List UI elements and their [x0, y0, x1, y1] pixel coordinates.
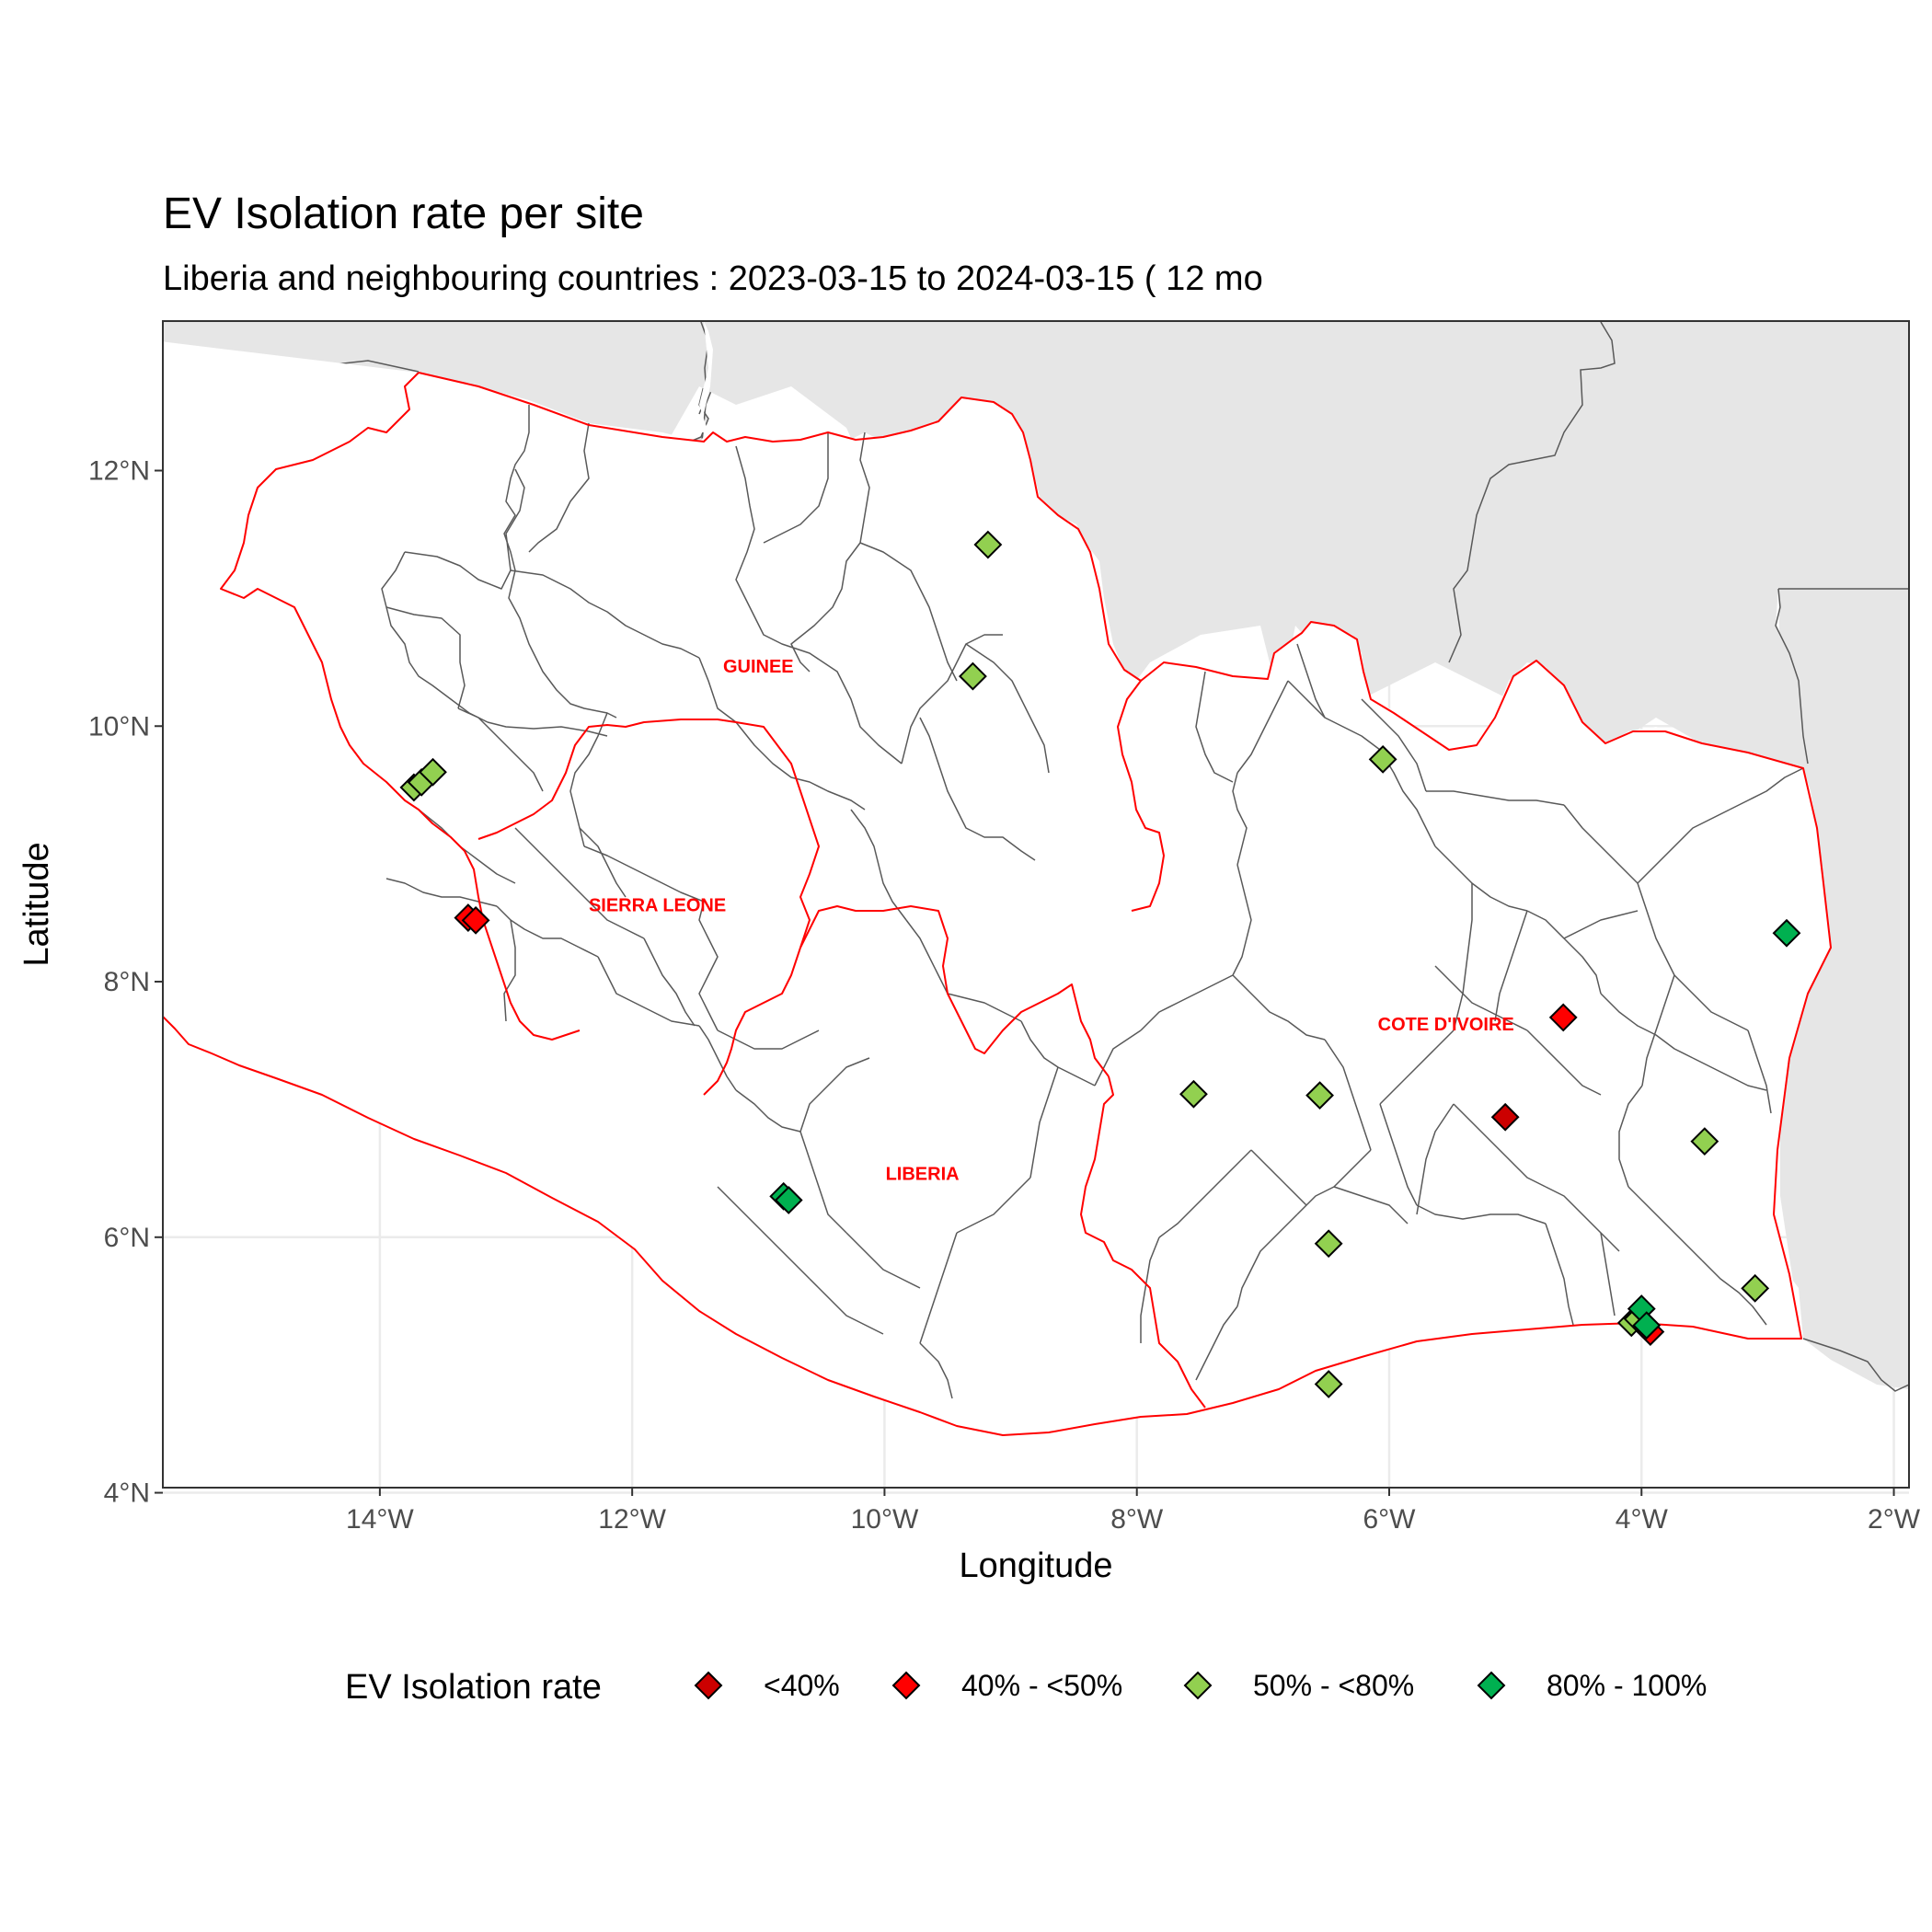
sierraleone-liberia-border — [703, 947, 801, 1096]
y-tick-label-0: 4°N — [104, 1478, 150, 1509]
liberia-coteivoire-border — [1080, 1075, 1206, 1409]
y-tick-label-1: 6°N — [104, 1223, 150, 1253]
site-point-s1-2 — [1548, 1003, 1578, 1032]
x-tick-label-2: 10°W — [851, 1504, 919, 1535]
site-point-s2-11 — [1314, 1370, 1343, 1398]
legend-key-3 — [1477, 1671, 1506, 1700]
country-label-liberia: LIBERIA — [886, 1164, 960, 1184]
y-tick-label-4: 12°N — [88, 455, 150, 486]
x-tick-label-1: 12°W — [598, 1504, 666, 1535]
land-east — [1778, 589, 1909, 1389]
site-point-s2-7 — [1305, 1081, 1334, 1110]
legend-label-1: 40% - <50% — [961, 1669, 1122, 1702]
legend-title: EV Isolation rate — [345, 1668, 602, 1707]
country-label-sierra-leone: SIERRA LEONE — [589, 896, 726, 916]
y-axis: 4°N 6°N 8°N 10°N 12°N — [88, 455, 163, 1509]
site-point-s2-0 — [973, 530, 1003, 559]
x-axis-title: Longitude — [960, 1547, 1113, 1585]
site-point-s2-5 — [1368, 744, 1397, 774]
legend-label-0: <40% — [764, 1669, 840, 1702]
y-axis-title: Latitude — [17, 842, 56, 966]
legend-key-0 — [694, 1671, 723, 1700]
admin-boundaries — [381, 405, 1804, 1399]
guinea-coast-border — [220, 372, 581, 1041]
guinea-coteivoire-border — [1117, 680, 1165, 912]
site-point-s3-1 — [774, 1186, 803, 1214]
site-point-s1-1 — [461, 905, 490, 935]
legend-key-1 — [891, 1671, 921, 1700]
legend-key-2 — [1183, 1671, 1213, 1700]
basemap — [163, 321, 1909, 1436]
x-tick-label-4: 6°W — [1363, 1504, 1416, 1535]
site-point-s0-0 — [1490, 1102, 1520, 1132]
country-label-guinee: GUINEE — [723, 657, 794, 677]
x-tick-label-6: 2°W — [1868, 1504, 1921, 1535]
site-point-s2-8 — [1690, 1127, 1719, 1156]
country-labels: GUINEE SIERRA LEONE LIBERIA COTE D'IVOIRE — [589, 657, 1514, 1184]
y-tick-label-3: 10°N — [88, 711, 150, 742]
site-point-s3-4 — [1632, 1311, 1662, 1340]
chart-title: EV Isolation rate per site — [163, 190, 644, 238]
x-tick-label-3: 8°W — [1110, 1504, 1164, 1535]
site-point-s3-2 — [1772, 918, 1801, 948]
country-label-cote-d-ivoire: COTE D'IVOIRE — [1378, 1015, 1514, 1035]
x-tick-label-5: 4°W — [1616, 1504, 1669, 1535]
guinea-sierraleone-border — [477, 719, 820, 949]
map-panel: GUINEE SIERRA LEONE LIBERIA COTE D'IVOIRE — [162, 320, 1910, 1494]
x-tick-label-0: 14°W — [346, 1504, 414, 1535]
site-point-s2-4 — [419, 757, 447, 787]
study-region-visible — [163, 373, 1831, 1435]
panel-border — [162, 320, 1910, 1489]
legend-label-2: 50% - <80% — [1253, 1669, 1414, 1702]
site-point-s2-1 — [959, 661, 987, 691]
guinea-liberia-border — [799, 905, 1110, 1077]
y-tick-label-2: 8°N — [104, 967, 150, 997]
site-points — [399, 530, 1801, 1398]
site-point-s2-9 — [1314, 1229, 1343, 1259]
site-point-s2-6 — [1179, 1079, 1208, 1109]
legend-label-3: 80% - 100% — [1547, 1669, 1707, 1702]
x-axis: 14°W 12°W 10°W 8°W 6°W 4°W 2°W — [346, 1488, 1921, 1535]
chart-subtitle: Liberia and neighbouring countries : 202… — [163, 259, 1263, 298]
region-outline — [163, 372, 1832, 1436]
site-point-s2-10 — [1741, 1273, 1770, 1303]
legend: EV Isolation rate <40% 40% - <50% 50% - <8… — [345, 1668, 1707, 1707]
national-borders — [163, 372, 1832, 1436]
